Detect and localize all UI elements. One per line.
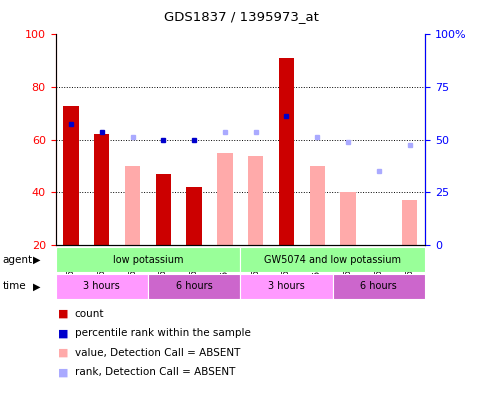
Bar xyxy=(341,192,356,245)
Bar xyxy=(248,156,263,245)
Text: 6 hours: 6 hours xyxy=(360,281,397,291)
Text: percentile rank within the sample: percentile rank within the sample xyxy=(75,328,251,338)
Text: 3 hours: 3 hours xyxy=(84,281,120,291)
Bar xyxy=(279,58,294,245)
Text: ■: ■ xyxy=(58,348,69,358)
Text: GW5074 and low potassium: GW5074 and low potassium xyxy=(264,255,401,264)
Text: low potassium: low potassium xyxy=(113,255,183,264)
Text: count: count xyxy=(75,309,104,319)
Bar xyxy=(63,106,79,245)
Text: value, Detection Call = ABSENT: value, Detection Call = ABSENT xyxy=(75,348,240,358)
Bar xyxy=(56,247,241,272)
Text: rank, Detection Call = ABSENT: rank, Detection Call = ABSENT xyxy=(75,367,235,377)
Text: 6 hours: 6 hours xyxy=(176,281,213,291)
Text: GDS1837 / 1395973_at: GDS1837 / 1395973_at xyxy=(164,10,319,23)
Bar xyxy=(333,274,425,299)
Text: ■: ■ xyxy=(58,328,69,338)
Text: ▶: ▶ xyxy=(32,255,40,264)
Text: ▶: ▶ xyxy=(32,281,40,291)
Bar xyxy=(186,187,202,245)
Text: 3 hours: 3 hours xyxy=(268,281,305,291)
Text: time: time xyxy=(2,281,26,291)
Text: ■: ■ xyxy=(58,367,69,377)
Bar xyxy=(402,200,417,245)
Text: ■: ■ xyxy=(58,309,69,319)
Bar xyxy=(217,153,233,245)
Bar xyxy=(310,166,325,245)
Bar xyxy=(125,166,140,245)
Bar xyxy=(148,274,241,299)
Bar xyxy=(94,134,110,245)
Bar xyxy=(241,274,333,299)
Text: agent: agent xyxy=(2,255,32,264)
Bar xyxy=(56,274,148,299)
Bar xyxy=(156,174,171,245)
Bar xyxy=(241,247,425,272)
